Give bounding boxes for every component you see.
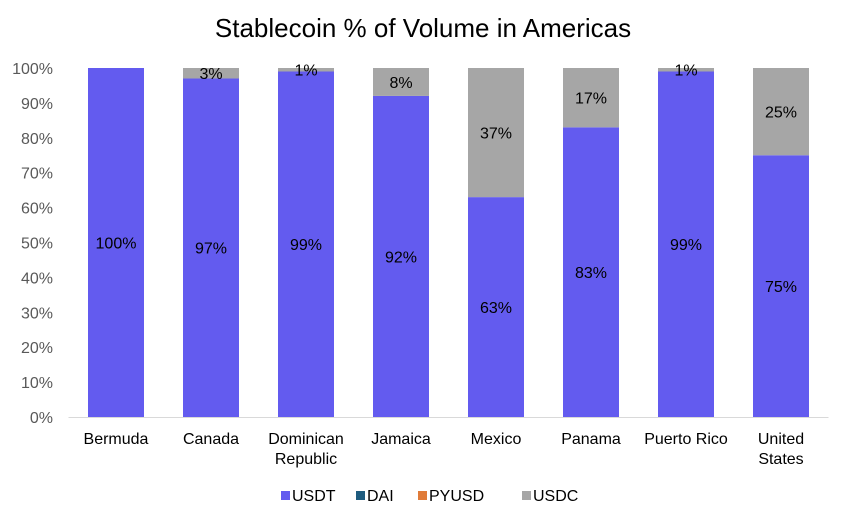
bar-usdt [563, 127, 619, 417]
bar-usdc [278, 68, 334, 72]
bar-usdc [468, 68, 524, 198]
data-label: 8% [389, 75, 412, 92]
data-label: 100% [96, 236, 137, 253]
data-label: 17% [575, 91, 607, 108]
data-label: 1% [294, 63, 317, 80]
x-tick-label: States [758, 451, 803, 468]
data-label: 99% [290, 237, 322, 254]
legend-label: USDC [533, 488, 578, 505]
data-label: 97% [195, 241, 227, 258]
y-tick-label: 20% [21, 340, 53, 357]
x-tick-label: Dominican [268, 431, 344, 448]
x-tick-label: Jamaica [371, 431, 431, 448]
legend-label: PYUSD [429, 488, 484, 505]
legend-label: USDT [292, 488, 336, 505]
legend-swatch-pyusd [418, 491, 427, 500]
y-tick-label: 10% [21, 375, 53, 392]
data-label: 25% [765, 105, 797, 122]
y-tick-label: 50% [21, 236, 53, 253]
bars: 100% 97% 3% 99% 1% 92% 8% 63% 37% 83% 17% 99% 1% 75% 2… [88, 63, 809, 418]
y-tick-label: 60% [21, 201, 53, 218]
data-label: 1% [674, 63, 697, 80]
data-label: 3% [199, 66, 222, 83]
bar-usdc [373, 68, 429, 96]
legend: USDT DAI PYUSD USDC [281, 488, 578, 505]
chart-title: Stablecoin % of Volume in Americas [215, 13, 631, 43]
legend-swatch-usdt [281, 491, 290, 500]
x-tick-label: Puerto Rico [644, 431, 728, 448]
data-label: 37% [480, 126, 512, 143]
x-axis: Bermuda Canada Dominican Republic Jamaica Mex… [84, 431, 805, 468]
data-label: 83% [575, 265, 607, 282]
x-tick-label: Bermuda [84, 431, 149, 448]
y-tick-label: 40% [21, 270, 53, 287]
bar-usdt [183, 78, 239, 417]
legend-swatch-usdc [522, 491, 531, 500]
x-tick-label: United [758, 431, 804, 448]
y-tick-label: 80% [21, 131, 53, 148]
y-axis: 0% 10% 20% 30% 40% 50% 60% 70% 80% 90% 100% [12, 61, 829, 427]
bar-usdc [563, 68, 619, 128]
bar-usdt [658, 71, 714, 418]
legend-swatch-dai [356, 491, 365, 500]
bar-usdc [183, 68, 239, 79]
bar-usdt [278, 71, 334, 418]
bar-usdt [88, 68, 144, 417]
x-tick-label: Republic [275, 451, 337, 468]
bar-usdt [373, 95, 429, 418]
data-label: 75% [765, 279, 797, 296]
data-label: 92% [385, 249, 417, 266]
bar-usdt [753, 155, 809, 417]
bar-usdc [658, 68, 714, 72]
data-label: 99% [670, 237, 702, 254]
x-tick-label: Canada [183, 431, 239, 448]
bar-usdc [753, 68, 809, 156]
legend-label: DAI [367, 488, 394, 505]
y-tick-label: 100% [12, 61, 53, 78]
y-tick-label: 70% [21, 166, 53, 183]
x-tick-label: Mexico [471, 431, 522, 448]
x-tick-label: Panama [561, 431, 621, 448]
y-tick-label: 0% [30, 410, 53, 427]
data-label: 63% [480, 300, 512, 317]
y-tick-label: 30% [21, 305, 53, 322]
bar-usdt [468, 197, 524, 417]
y-tick-label: 90% [21, 96, 53, 113]
